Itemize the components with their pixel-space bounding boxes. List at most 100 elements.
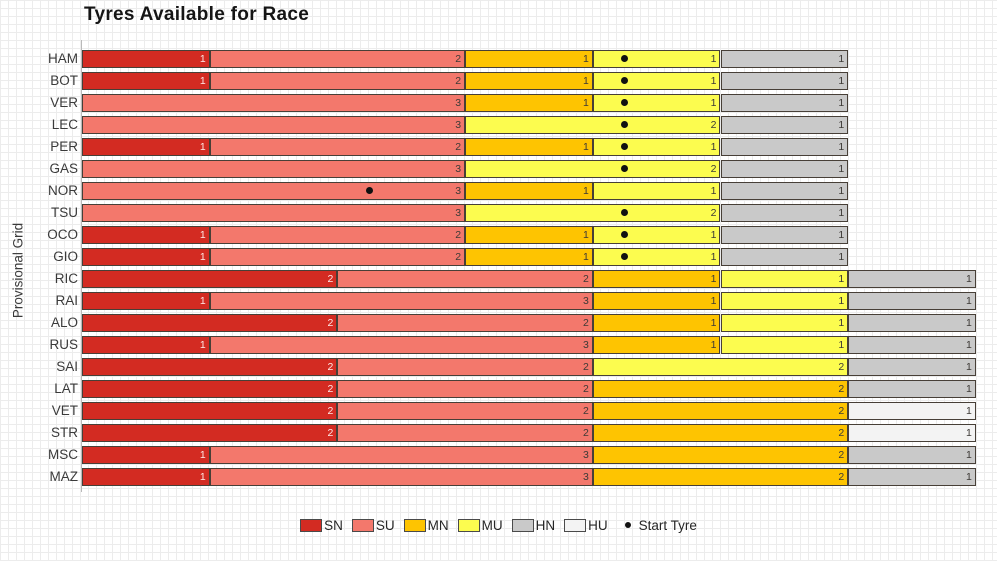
segment-value: 2 bbox=[582, 272, 589, 285]
bar-segment-mu: 1 bbox=[592, 50, 721, 68]
bar-segment-su: 2 bbox=[209, 50, 466, 68]
row-label: GAS bbox=[49, 161, 78, 176]
segment-value: 1 bbox=[966, 448, 972, 461]
bar-segment-hn: 1 bbox=[848, 468, 976, 486]
segment-value: 1 bbox=[966, 360, 972, 373]
row-label: RAI bbox=[55, 293, 78, 308]
segment-value: 1 bbox=[710, 52, 717, 65]
bar-segment-sn: 1 bbox=[82, 446, 210, 464]
bar-row: LEC 3 2 1 bbox=[0, 116, 997, 134]
bar-segment-hn: 1 bbox=[720, 94, 849, 112]
bar-segment-hn: 1 bbox=[720, 182, 849, 200]
bar-segment-mu: 1 bbox=[592, 248, 721, 266]
bar-segment-mn: 2 bbox=[592, 424, 849, 442]
segment-value: 1 bbox=[199, 470, 206, 483]
segment-value: 1 bbox=[710, 316, 717, 329]
bar-segment-su: 3 bbox=[82, 160, 466, 178]
row-label: VET bbox=[51, 403, 78, 418]
segment-value: 2 bbox=[455, 52, 462, 65]
row-label: MSC bbox=[48, 447, 78, 462]
legend-item-mu: MU bbox=[457, 518, 503, 533]
bar-row: MAZ 1 3 2 1 bbox=[0, 468, 997, 486]
bar-row: GAS 3 2 1 bbox=[0, 160, 997, 178]
segment-value: 1 bbox=[838, 118, 845, 131]
bar-segment-hn: 1 bbox=[848, 358, 976, 376]
bar-segment-sn: 2 bbox=[82, 380, 338, 398]
bar-segment-hn: 1 bbox=[720, 204, 849, 222]
bar-segment-mn: 1 bbox=[465, 182, 593, 200]
bar-segment-sn: 1 bbox=[82, 336, 210, 354]
segment-value: 2 bbox=[455, 140, 462, 153]
segment-value: 1 bbox=[582, 228, 589, 241]
bar-segment-mu: 2 bbox=[465, 116, 721, 134]
segment-value: 2 bbox=[582, 360, 589, 373]
start-tyre-dot bbox=[365, 187, 373, 194]
start-tyre-dot bbox=[621, 55, 629, 62]
segment-value: 1 bbox=[966, 316, 972, 329]
legend-label-hu: HU bbox=[588, 517, 608, 533]
segment-value: 2 bbox=[327, 382, 334, 395]
row-label: HAM bbox=[48, 51, 78, 66]
bar-segment-mn: 1 bbox=[465, 138, 593, 156]
bar-segment-mu: 2 bbox=[592, 358, 849, 376]
segment-value: 1 bbox=[838, 140, 845, 153]
segment-value: 2 bbox=[838, 404, 845, 417]
segment-value: 2 bbox=[582, 404, 589, 417]
bar-segment-su: 2 bbox=[209, 72, 466, 90]
bar-segment-hu: 1 bbox=[848, 402, 976, 420]
segment-value: 2 bbox=[582, 426, 589, 439]
bar-segment-su: 2 bbox=[337, 270, 593, 288]
bar-segment-sn: 2 bbox=[82, 424, 338, 442]
chart-title: Tyres Available for Race bbox=[84, 4, 310, 25]
row-label: ALO bbox=[50, 315, 78, 330]
segment-value: 1 bbox=[199, 140, 206, 153]
bar-segment-hn: 1 bbox=[848, 336, 976, 354]
legend-swatch-sn bbox=[300, 518, 323, 532]
bar-segment-mn: 1 bbox=[592, 336, 721, 354]
segment-value: 1 bbox=[838, 52, 845, 65]
bar-segment-mn: 1 bbox=[465, 94, 593, 112]
segment-value: 3 bbox=[455, 96, 462, 109]
segment-value: 2 bbox=[838, 382, 845, 395]
segment-value: 1 bbox=[199, 228, 206, 241]
bar-segment-sn: 1 bbox=[82, 292, 210, 310]
legend-item-sn: SN bbox=[300, 518, 343, 533]
bar-segment-sn: 2 bbox=[82, 358, 338, 376]
row-label: PER bbox=[50, 139, 78, 154]
legend-swatch-hn bbox=[511, 518, 534, 532]
bar-segment-hu: 1 bbox=[848, 424, 976, 442]
bar-segment-mn: 2 bbox=[592, 380, 849, 398]
bar-segment-mn: 1 bbox=[592, 314, 721, 332]
legend-label-start-tyre: Start Tyre bbox=[638, 517, 697, 533]
bar-row: GIO 1 2 1 1 1 bbox=[0, 248, 997, 266]
start-tyre-dot bbox=[621, 253, 629, 260]
bar-segment-hn: 1 bbox=[720, 138, 849, 156]
segment-value: 1 bbox=[582, 96, 589, 109]
segment-value: 1 bbox=[966, 338, 972, 351]
bar-segment-su: 3 bbox=[82, 94, 466, 112]
row-label: RIC bbox=[54, 271, 78, 286]
segment-value: 1 bbox=[710, 228, 717, 241]
row-label: MAZ bbox=[49, 469, 79, 484]
bar-row: VET 2 2 2 1 bbox=[0, 402, 997, 420]
segment-value: 1 bbox=[710, 272, 717, 285]
segment-value: 1 bbox=[966, 470, 972, 483]
bar-segment-mu: 1 bbox=[592, 138, 721, 156]
segment-value: 1 bbox=[966, 272, 972, 285]
segment-value: 3 bbox=[455, 118, 462, 131]
segment-value: 1 bbox=[582, 184, 589, 197]
bar-segment-sn: 1 bbox=[82, 226, 210, 244]
bar-segment-mu: 1 bbox=[592, 226, 721, 244]
bar-row: HAM 1 2 1 1 1 bbox=[0, 50, 997, 68]
row-label: TSU bbox=[51, 205, 78, 220]
segment-value: 2 bbox=[838, 360, 845, 373]
bar-segment-mn: 1 bbox=[465, 248, 593, 266]
legend-swatch-hu bbox=[564, 518, 587, 532]
bar-segment-su: 3 bbox=[209, 336, 593, 354]
legend-item-start-tyre: Start Tyre bbox=[624, 517, 697, 533]
segment-value: 2 bbox=[710, 206, 717, 219]
bar-segment-su: 2 bbox=[337, 380, 593, 398]
row-label: BOT bbox=[50, 73, 78, 88]
segment-value: 2 bbox=[455, 250, 462, 263]
